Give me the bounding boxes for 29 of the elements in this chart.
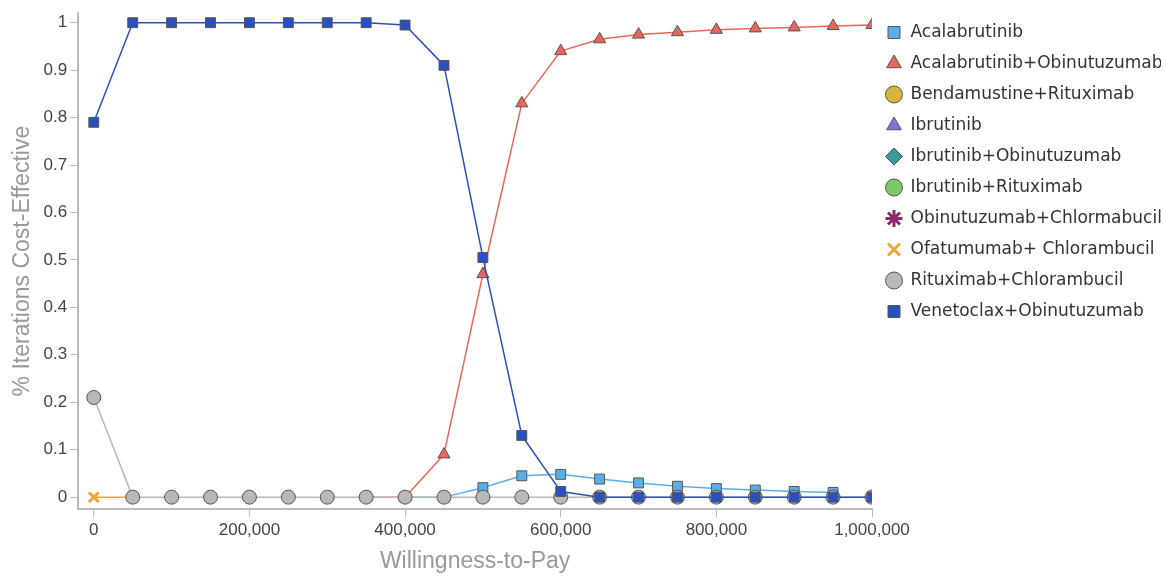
y-tick-label: 0.3 bbox=[43, 344, 68, 364]
y-tick-label: 0.5 bbox=[43, 249, 68, 269]
y-tick-label: 0.9 bbox=[43, 59, 68, 79]
legend-label: Obinutuzumab+Chlormabucil bbox=[910, 206, 1162, 227]
y-tick-label: 0 bbox=[57, 486, 68, 506]
y-tick-label: 0.4 bbox=[43, 297, 68, 317]
y-tick-label: 0.8 bbox=[43, 107, 68, 127]
legend-label: Acalabrutinib+Obinutuzumab bbox=[910, 51, 1163, 72]
x-tick-label: 600,000 bbox=[529, 519, 592, 539]
legend-label: Ibrutinib+Obinutuzumab bbox=[910, 144, 1122, 165]
legend-label: Venetoclax+Obinutuzumab bbox=[910, 299, 1144, 320]
legend-label: Acalabrutinib bbox=[910, 20, 1023, 41]
y-axis-title: % Iterations Cost-Effective bbox=[8, 125, 35, 397]
legend-label: Ibrutinib+Rituximab bbox=[910, 175, 1083, 196]
x-tick-label: 800,000 bbox=[685, 519, 748, 539]
x-tick-label: 1,000,000 bbox=[834, 519, 910, 539]
y-tick-label: 0.2 bbox=[43, 391, 68, 411]
y-tick-label: 1 bbox=[57, 12, 68, 32]
x-tick-label: 400,000 bbox=[374, 519, 436, 539]
legend-label: Ibrutinib bbox=[910, 113, 982, 134]
y-tick-label: 0.7 bbox=[43, 154, 68, 174]
legend-label: Ofatumumab+ Chlorambucil bbox=[910, 237, 1155, 258]
x-tick-label: 0 bbox=[89, 519, 99, 539]
legend-label: Bendamustine+Rituximab bbox=[910, 82, 1135, 103]
y-tick-label: 0.6 bbox=[43, 202, 68, 222]
y-tick-label: 0.1 bbox=[43, 439, 68, 459]
x-tick-label: 200,000 bbox=[218, 519, 281, 539]
legend-label: Rituximab+Chlorambucil bbox=[910, 268, 1124, 289]
x-axis-title: Willingness-to-Pay bbox=[379, 546, 571, 573]
